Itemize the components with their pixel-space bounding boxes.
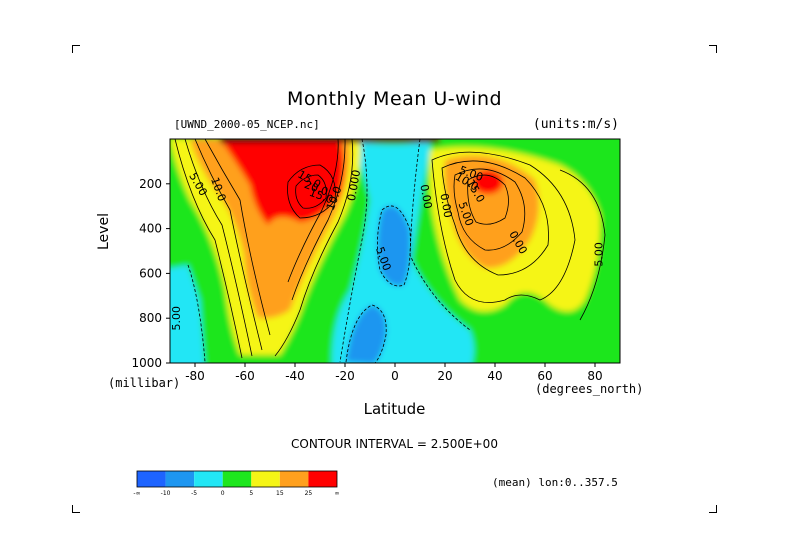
x-axis-unit: (degrees_north)	[535, 382, 644, 396]
contour-label: 0.00	[417, 183, 434, 209]
x-tick-label: -20	[335, 369, 355, 383]
x-tick-label: 60	[537, 369, 552, 383]
colorbar-swatch	[251, 471, 280, 487]
x-tick-label: 40	[487, 369, 502, 383]
colorbar-swatch	[222, 471, 252, 487]
dataset-label: [UWND_2000-05_NCEP.nc]	[174, 118, 320, 131]
x-tick-label: -40	[285, 369, 305, 383]
x-axis-ticks: -80 -60 -40 -20 0 20 40 60 80	[185, 363, 603, 383]
colorbar-swatch	[137, 471, 166, 487]
mean-longitude-text: (mean) lon:0..357.5	[492, 476, 618, 489]
colorbar-frame	[136, 470, 338, 488]
colorbar-tick-label: -5	[191, 490, 197, 497]
x-tick-label: 0	[391, 369, 399, 383]
y-axis-ticks: 200 400 600 800 1000	[131, 177, 170, 370]
colorbar-tick-label: 0	[221, 490, 225, 497]
colorbar-swatch	[194, 471, 223, 487]
colorbar-tick-label: -∞	[133, 490, 140, 497]
contour-label: 5.00	[170, 306, 183, 331]
colorbar-tick-label: 5	[249, 490, 253, 497]
y-tick-label: 800	[139, 311, 162, 325]
colorbar-swatch	[279, 471, 309, 487]
crop-mark-bottom-left	[72, 505, 80, 513]
y-axis-unit: (millibar)	[108, 376, 181, 390]
contour-label: 0.00	[437, 192, 454, 218]
x-tick-label: 20	[437, 369, 452, 383]
chart-title: Monthly Mean U-wind	[286, 88, 503, 110]
wind-field	[170, 139, 620, 363]
colorbar-tick-label: 15	[276, 490, 284, 497]
x-tick-label: -60	[235, 369, 255, 383]
colorbar-tick-label: -10	[161, 490, 171, 497]
contour-interval-text: CONTOUR INTERVAL = 2.500E+00	[291, 437, 498, 451]
colorbar-swatch	[165, 471, 195, 487]
x-axis-label: Latitude	[363, 400, 426, 418]
colorbar-tick-label: ∞	[335, 490, 340, 497]
colorbar-swatch	[308, 471, 337, 487]
crop-mark-top-right	[709, 45, 717, 53]
crop-mark-bottom-right	[709, 505, 717, 513]
y-tick-label: 1000	[131, 356, 162, 370]
colorbar: -∞ -10 -5 0 5 15 25 ∞	[133, 470, 340, 497]
contour-label: 0.000	[345, 169, 363, 202]
contour-label: 5.00	[593, 242, 606, 266]
crop-mark-top-left	[72, 45, 80, 53]
y-tick-label: 200	[139, 177, 162, 191]
x-tick-label: 80	[587, 369, 602, 383]
x-tick-label: -80	[185, 369, 205, 383]
y-tick-label: 400	[139, 222, 162, 236]
colorbar-tick-label: 25	[305, 490, 313, 497]
y-tick-label: 600	[139, 266, 162, 280]
units-label: (units:m/s)	[532, 117, 619, 132]
